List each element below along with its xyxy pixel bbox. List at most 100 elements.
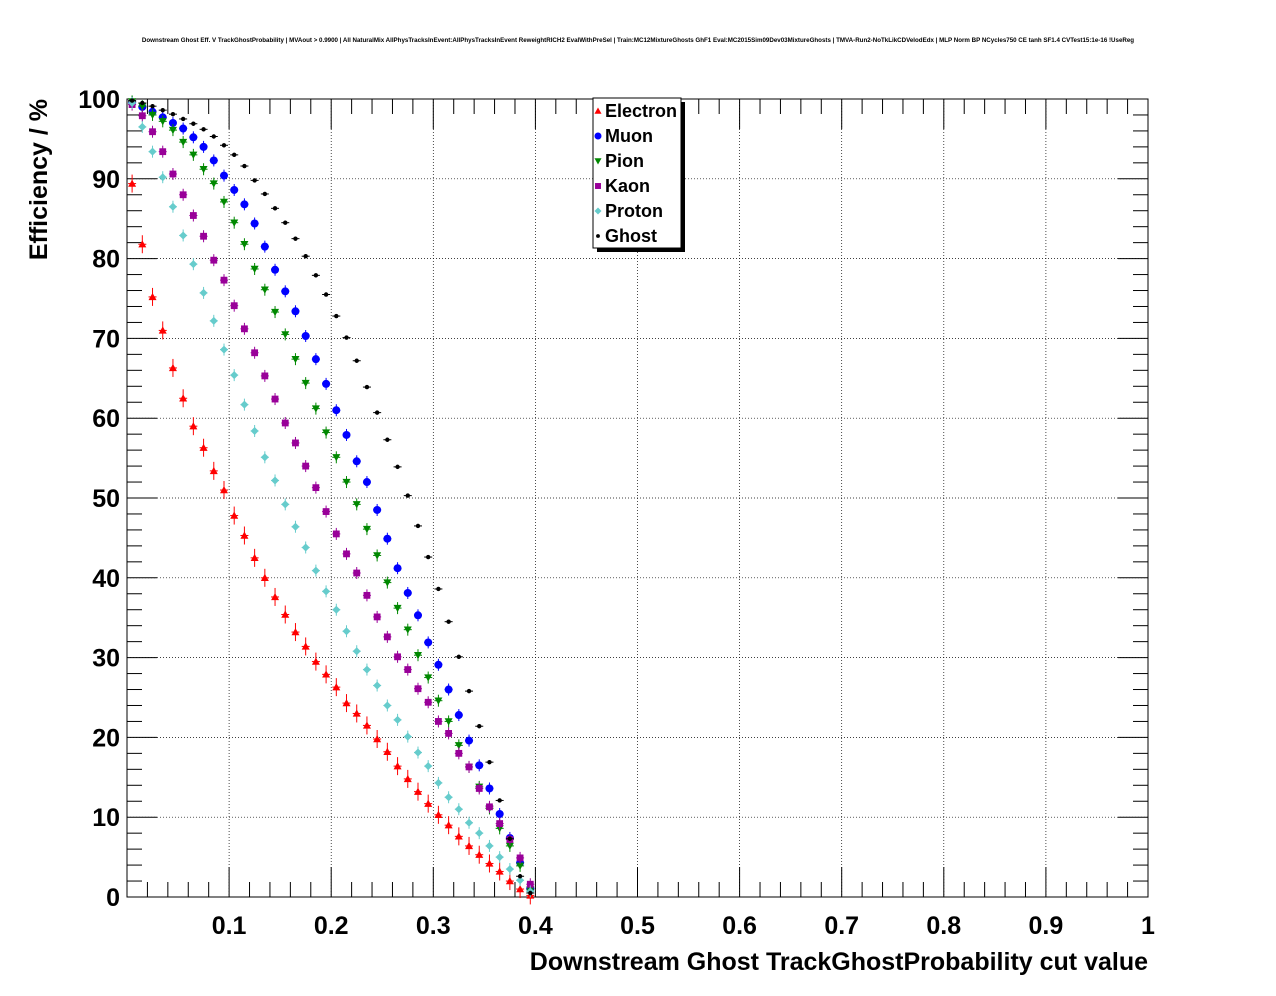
marker bbox=[291, 628, 300, 636]
electron-point bbox=[413, 782, 422, 801]
marker bbox=[465, 841, 474, 850]
electron-point bbox=[138, 235, 147, 254]
marker bbox=[293, 236, 298, 241]
proton-point bbox=[465, 816, 474, 829]
marker bbox=[211, 134, 216, 139]
marker bbox=[168, 118, 177, 127]
pion-point bbox=[434, 694, 443, 707]
kaon-point bbox=[373, 610, 382, 623]
electron-point bbox=[444, 816, 453, 835]
electron-point bbox=[291, 623, 300, 642]
marker bbox=[260, 242, 269, 251]
muon-point bbox=[240, 198, 249, 211]
kaon-point bbox=[179, 188, 188, 201]
electron-point bbox=[352, 704, 361, 723]
electron-point bbox=[271, 587, 280, 606]
ghost-point bbox=[485, 759, 494, 765]
x-tick-label: 0.8 bbox=[926, 912, 961, 940]
marker bbox=[424, 638, 433, 647]
kaon-point bbox=[250, 346, 259, 359]
ghost-point bbox=[322, 292, 331, 297]
marker bbox=[495, 853, 504, 862]
marker bbox=[138, 122, 147, 131]
marker bbox=[486, 803, 493, 811]
marker bbox=[322, 429, 331, 437]
pion-point bbox=[250, 262, 259, 275]
pion-point bbox=[301, 377, 310, 390]
marker bbox=[373, 734, 382, 743]
marker bbox=[425, 554, 431, 560]
marker bbox=[517, 874, 523, 879]
marker bbox=[394, 653, 401, 661]
ghost-point bbox=[424, 554, 433, 560]
legend-marker bbox=[594, 158, 602, 165]
y-tick-labels: 0 10 20 30 40 50 60 70 80 90 100 bbox=[78, 86, 120, 912]
legend-entry-kaon: Kaon bbox=[595, 176, 650, 196]
chart-title: Downstream Ghost Eff. V TrackGhostProbab… bbox=[142, 37, 1134, 44]
marker bbox=[291, 355, 300, 364]
ghost-point bbox=[168, 111, 177, 117]
marker bbox=[342, 699, 351, 707]
legend-marker bbox=[595, 183, 601, 189]
marker bbox=[352, 457, 361, 466]
marker bbox=[240, 200, 249, 209]
ghost-point bbox=[495, 798, 504, 803]
marker bbox=[413, 748, 422, 757]
pion-point bbox=[189, 148, 198, 161]
marker bbox=[342, 627, 351, 636]
marker bbox=[516, 862, 525, 870]
proton-point bbox=[281, 498, 290, 511]
pion-point bbox=[271, 306, 280, 319]
marker bbox=[526, 880, 534, 888]
y-tick-label: 30 bbox=[92, 645, 120, 673]
marker bbox=[446, 619, 451, 624]
marker bbox=[413, 787, 422, 795]
y-tick-label: 100 bbox=[78, 86, 120, 114]
ghost-point bbox=[138, 100, 147, 106]
kaon-point bbox=[465, 760, 474, 773]
pion-point bbox=[158, 115, 167, 128]
marker bbox=[138, 240, 147, 248]
marker bbox=[179, 124, 188, 133]
proton-point bbox=[209, 314, 218, 327]
marker bbox=[364, 384, 370, 390]
marker bbox=[332, 406, 341, 415]
marker bbox=[301, 642, 310, 650]
marker bbox=[373, 552, 382, 560]
y-tick-label: 20 bbox=[92, 724, 120, 752]
marker bbox=[383, 747, 392, 755]
kaon-point bbox=[281, 416, 290, 429]
marker bbox=[424, 674, 433, 682]
marker bbox=[240, 531, 249, 539]
y-axis-label: Efficiency / % bbox=[25, 99, 53, 260]
marker bbox=[210, 256, 218, 264]
legend-label: Muon bbox=[605, 126, 653, 146]
marker bbox=[168, 126, 177, 135]
kaon-point bbox=[454, 747, 463, 760]
pion-point bbox=[199, 163, 208, 176]
proton-point bbox=[240, 398, 249, 411]
ghost-point bbox=[403, 493, 412, 498]
marker bbox=[160, 107, 165, 113]
marker bbox=[292, 439, 299, 447]
pion-point bbox=[168, 124, 177, 137]
muon-point bbox=[209, 154, 218, 167]
marker bbox=[158, 326, 167, 334]
marker bbox=[454, 805, 463, 814]
series-muon bbox=[128, 96, 535, 895]
marker bbox=[240, 241, 249, 249]
marker bbox=[251, 349, 259, 357]
electron-point bbox=[128, 174, 137, 193]
proton-point bbox=[219, 343, 228, 356]
proton-point bbox=[413, 746, 422, 759]
marker bbox=[434, 697, 443, 705]
legend-label: Electron bbox=[605, 101, 677, 121]
y-tick-label: 80 bbox=[92, 246, 120, 274]
marker bbox=[342, 430, 351, 439]
marker bbox=[485, 859, 494, 867]
y-tick-label: 60 bbox=[92, 405, 120, 433]
muon-point bbox=[301, 330, 310, 343]
ghost-point bbox=[516, 874, 525, 879]
marker bbox=[465, 818, 474, 827]
marker bbox=[434, 660, 443, 669]
